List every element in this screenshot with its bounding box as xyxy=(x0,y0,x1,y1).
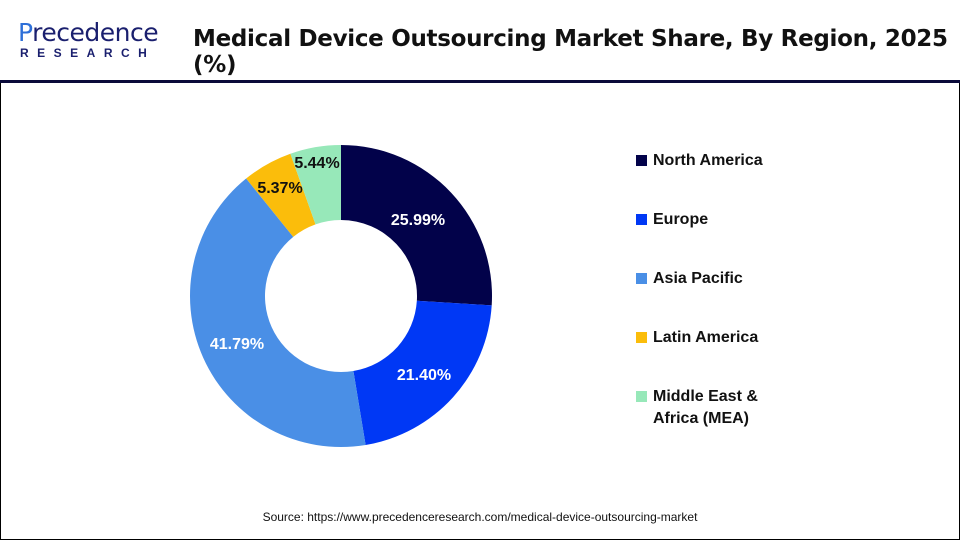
slice-europe xyxy=(353,300,492,445)
logo: Precedence RESEARCH xyxy=(18,18,159,62)
legend-label: Europe xyxy=(653,211,709,228)
legend-swatch xyxy=(636,214,647,225)
data-label: 5.44% xyxy=(294,155,339,172)
legend-swatch xyxy=(636,332,647,343)
logo-text-bottom: RESEARCH xyxy=(20,46,156,60)
legend-swatch xyxy=(636,155,647,166)
data-label: 41.79% xyxy=(210,336,264,353)
slice-middle-east-africa-mea- xyxy=(290,145,341,225)
legend-swatch xyxy=(636,273,647,284)
source-note: Source: https://www.precedenceresearch.c… xyxy=(262,510,698,524)
data-label: 21.40% xyxy=(397,367,451,384)
legend-swatch xyxy=(636,391,647,402)
header: Precedence RESEARCH Medical Device Outso… xyxy=(0,0,960,83)
slice-asia-pacific xyxy=(190,178,366,447)
legend-label: North America xyxy=(653,152,763,169)
slice-north-america xyxy=(341,145,492,306)
data-label: 5.37% xyxy=(257,180,302,197)
slice-latin-america xyxy=(246,153,316,237)
legend-label: Middle East & Africa (MEA) xyxy=(653,388,758,427)
logo-text-top: Precedence xyxy=(18,18,159,47)
data-label: 25.99% xyxy=(391,212,445,229)
legend-label: Latin America xyxy=(653,329,759,346)
legend-label: Asia Pacific xyxy=(653,270,743,287)
chart-title: Medical Device Outsourcing Market Share,… xyxy=(193,26,948,78)
